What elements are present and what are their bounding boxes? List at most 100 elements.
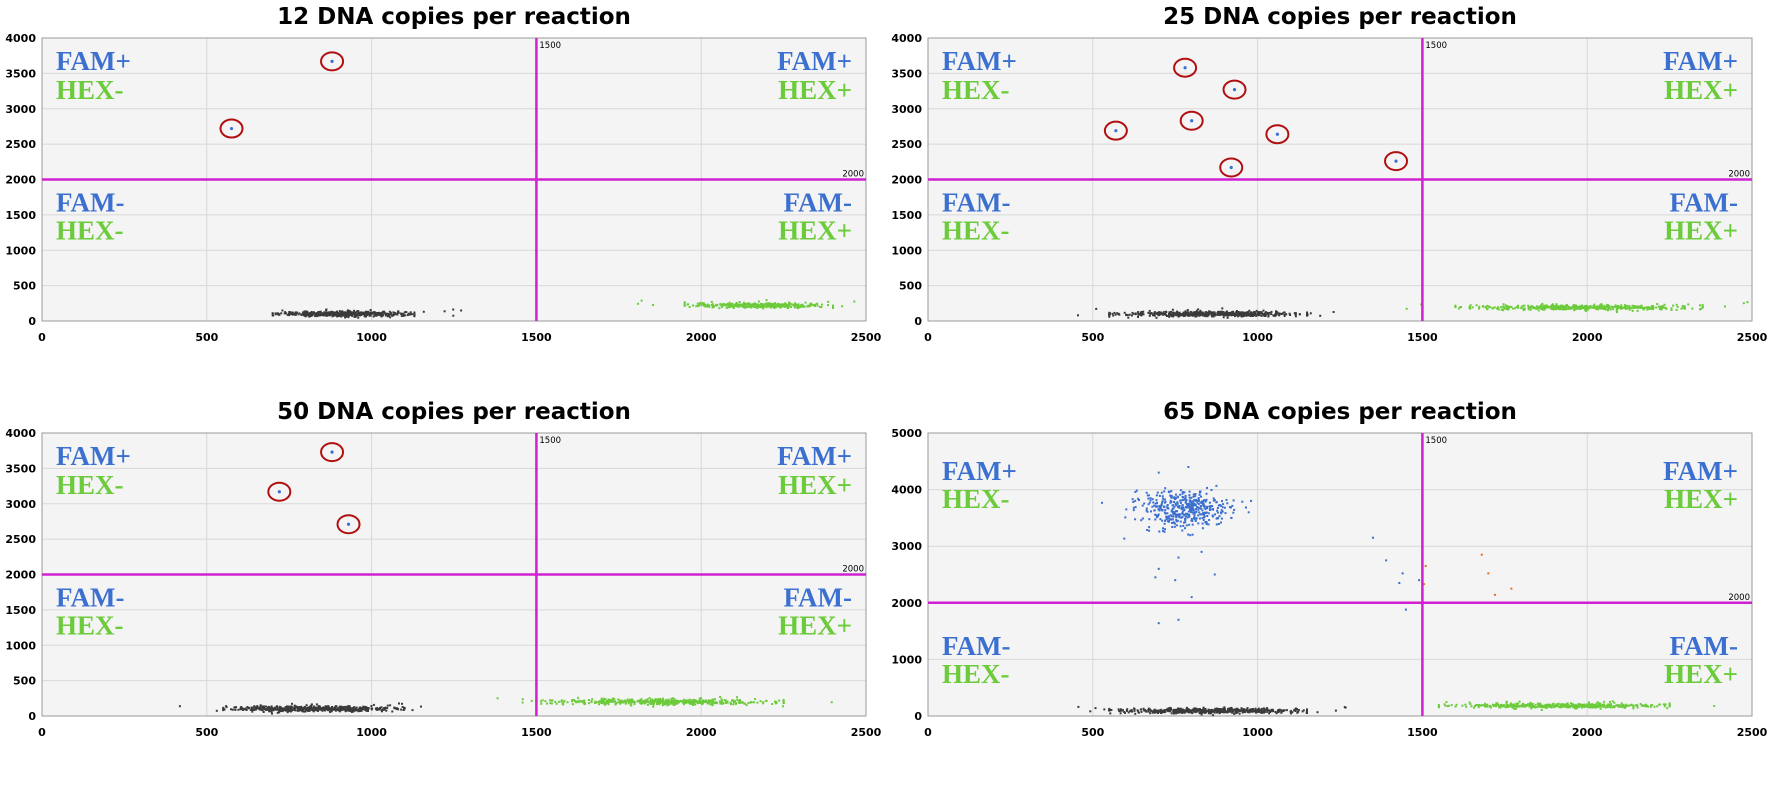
droplet-point-hex <box>1636 307 1639 309</box>
droplet-point-hex <box>1498 706 1501 709</box>
droplet-point-hex <box>1642 308 1645 311</box>
droplet-point-negative <box>409 311 412 314</box>
droplet-point-negative <box>376 312 378 315</box>
droplet-point-negative <box>303 710 306 713</box>
droplet-point-negative <box>1181 708 1184 711</box>
droplet-point-negative <box>1236 710 1238 713</box>
droplet-point-fam <box>1148 529 1151 532</box>
droplet-point-negative <box>1138 313 1141 316</box>
droplet-point-fam <box>1191 533 1194 536</box>
droplet-point-hex <box>1683 305 1686 308</box>
droplet-point-fam <box>1198 507 1201 510</box>
droplet-point-hex <box>779 303 782 306</box>
droplet-point-hex <box>1623 306 1626 309</box>
droplet-point-hex <box>1599 707 1602 710</box>
droplet-point-negative <box>386 707 389 710</box>
droplet-point-negative <box>389 316 392 319</box>
droplet-point-fam <box>1245 506 1247 509</box>
droplet-point-hex <box>760 306 763 309</box>
droplet-point-negative <box>1172 311 1175 314</box>
droplet-point-negative <box>1305 711 1308 714</box>
droplet-point-hex <box>728 306 731 308</box>
y-tick-label: 2000 <box>5 174 36 187</box>
droplet-point-fam <box>1213 573 1216 576</box>
droplet-point-negative <box>309 704 312 707</box>
droplet-point-hex <box>1541 302 1544 305</box>
droplet-point-fam <box>1181 492 1184 495</box>
droplet-point-hex <box>1437 704 1440 707</box>
droplet-point-negative <box>1217 310 1220 313</box>
droplet-point-hex <box>1588 701 1590 704</box>
droplet-point-negative <box>1214 314 1217 317</box>
droplet-point-fam <box>1174 502 1177 505</box>
droplet-point-hex <box>1680 307 1683 310</box>
droplet-point-hex <box>1636 706 1639 709</box>
droplet-point-fam <box>1247 511 1250 514</box>
droplet-point-hex <box>782 702 785 704</box>
droplet-point-fam <box>1158 494 1161 497</box>
droplet-point-hex <box>681 701 684 704</box>
droplet-point-negative <box>374 707 377 710</box>
droplet-point-negative <box>1179 710 1182 713</box>
droplet-point-negative <box>324 313 327 316</box>
droplet-point-fam <box>1182 498 1185 501</box>
droplet-point-fam <box>1184 518 1187 521</box>
droplet-point-hex <box>1561 704 1564 707</box>
droplet-point-hex <box>1617 307 1620 310</box>
droplet-point-negative <box>1153 314 1156 317</box>
droplet-point-negative <box>397 708 400 711</box>
droplet-point-negative <box>370 708 373 711</box>
droplet-point-hex <box>803 305 806 308</box>
droplet-point-negative <box>1186 309 1189 311</box>
droplet-point-negative <box>1175 709 1178 712</box>
droplet-point-fam <box>1204 500 1207 503</box>
droplet-point-negative <box>222 709 225 712</box>
droplet-point-fam <box>1161 519 1164 522</box>
droplet-point-negative <box>279 706 282 709</box>
droplet-point-fam <box>1186 516 1189 519</box>
droplet-point-negative <box>1195 708 1197 711</box>
droplet-point-negative <box>343 708 346 711</box>
droplet-point-negative <box>1257 707 1260 710</box>
droplet-point-negative <box>370 705 373 708</box>
droplet-point-negative <box>272 708 275 711</box>
droplet-point-hex <box>1609 706 1612 709</box>
droplet-point-negative <box>1226 316 1229 319</box>
droplet-point-negative <box>1172 314 1175 317</box>
droplet-point-fam <box>1181 491 1184 493</box>
droplet-point-negative <box>317 709 319 712</box>
droplet-point-negative <box>1268 712 1271 715</box>
droplet-point-negative <box>1222 711 1225 714</box>
droplet-point-negative <box>1153 711 1156 714</box>
droplet-point-negative <box>1123 311 1126 314</box>
droplet-point-negative <box>1297 710 1299 713</box>
droplet-point-negative <box>406 314 409 317</box>
hex-status-label: HEX- <box>56 611 124 641</box>
droplet-point-negative <box>1279 312 1282 315</box>
droplet-point-hex <box>1606 303 1609 306</box>
droplet-point-hex <box>1746 301 1749 304</box>
x-tick-label: 2500 <box>1737 726 1768 739</box>
droplet-point-fam <box>1190 596 1193 599</box>
droplet-point-negative <box>1224 711 1226 714</box>
positive-droplet <box>229 126 234 131</box>
droplet-point-negative <box>1271 708 1274 711</box>
fam-status-label: FAM+ <box>942 456 1017 486</box>
droplet-point-negative <box>334 313 337 316</box>
droplet-point-negative <box>384 707 387 709</box>
droplet-point-negative <box>261 706 264 709</box>
droplet-point-hex <box>1683 306 1686 309</box>
droplet-point-hex <box>1621 307 1624 310</box>
plot-frame <box>927 432 1753 717</box>
droplet-point-negative <box>452 308 455 311</box>
droplet-point-fam <box>1205 521 1207 524</box>
droplet-point-hex <box>1557 702 1560 705</box>
droplet-point-negative <box>1177 707 1179 710</box>
droplet-point-negative <box>367 708 370 711</box>
droplet-point-hex <box>1613 701 1616 704</box>
droplet-point-fam <box>1206 515 1209 517</box>
droplet-point-fam <box>1159 507 1162 510</box>
droplet-point-negative <box>293 704 296 707</box>
droplet-point-negative <box>1238 712 1241 715</box>
droplet-point-negative <box>1174 710 1177 713</box>
